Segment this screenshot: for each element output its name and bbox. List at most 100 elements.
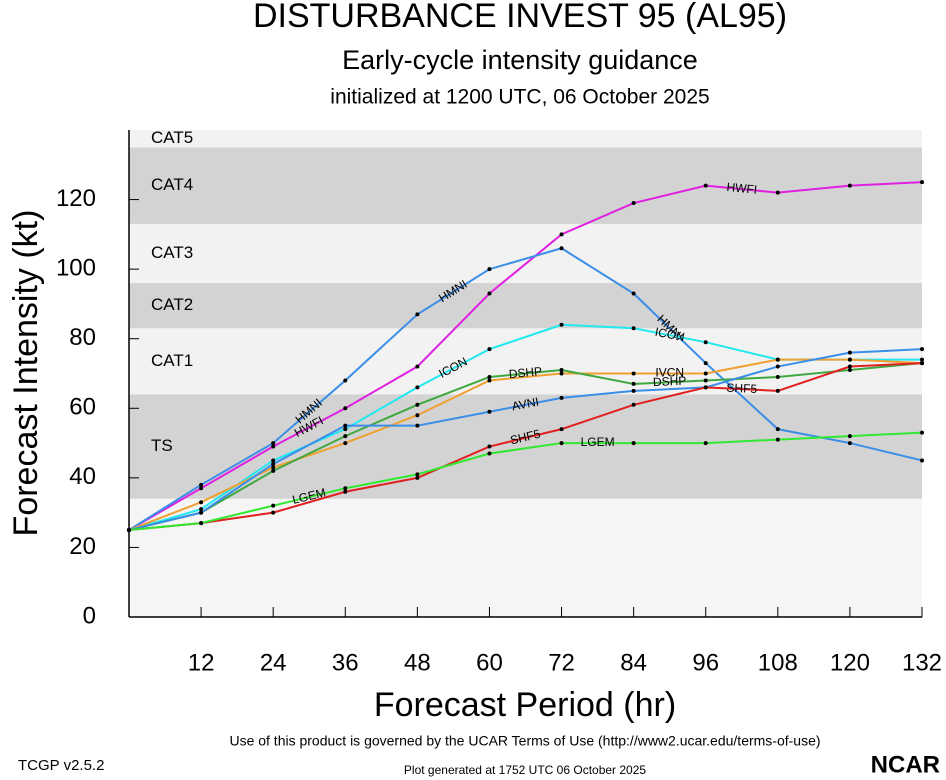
x-tick-label: 108 [758,649,798,676]
data-point [343,378,348,383]
chart-title: DISTURBANCE INVEST 95 (AL95) [253,0,787,35]
category-band [129,394,922,499]
category-band [129,130,922,148]
data-point [415,423,420,428]
terms-note: Use of this product is governed by the U… [229,733,820,749]
data-point [631,381,636,386]
data-point [847,364,852,369]
data-point [775,388,780,393]
data-point [127,528,131,533]
y-tick-label: 80 [69,324,96,351]
data-point [271,458,276,463]
x-tick-label: 84 [620,649,647,676]
band-label: CAT5 [151,128,193,147]
y-tick-label: 0 [83,602,96,629]
category-band [129,147,922,224]
data-point [199,521,204,526]
x-tick-label: 120 [830,649,870,676]
data-point [559,371,564,376]
y-axis-label: Forecast Intensity (kt) [7,210,45,537]
data-point [703,385,708,390]
data-point [703,183,708,188]
y-tick-label: 60 [69,394,96,421]
band-label: CAT2 [151,295,193,314]
data-point [415,413,420,418]
data-point [487,444,492,449]
version: TCGP v2.5.2 [18,757,104,774]
data-point [199,482,204,487]
band-label: CAT3 [151,243,193,262]
series-line [128,348,923,532]
data-point [271,468,276,473]
data-point [559,441,564,446]
category-band [129,328,922,395]
series-label: SHF5 [726,381,758,396]
data-point [487,291,492,296]
data-point [343,486,348,491]
data-point [847,357,852,362]
data-point [920,361,924,366]
data-point [415,402,420,407]
data-point [487,451,492,456]
x-tick-label: 60 [476,649,503,676]
data-point [703,378,708,383]
data-point [343,489,348,494]
category-band [129,283,922,329]
y-tick-label: 120 [56,185,96,212]
chart-subtitle: Early-cycle intensity guidance [342,45,698,75]
data-point [631,402,636,407]
x-axis-label: Forecast Period (hr) [374,686,676,724]
data-point [487,267,492,272]
data-point [847,183,852,188]
data-point [847,441,852,446]
data-point [631,201,636,206]
series-label: LGEM [581,435,615,449]
data-point [271,441,276,446]
series-label: AVNI [511,395,540,414]
data-point [920,458,924,463]
data-point [920,347,924,352]
x-tick-label: 48 [404,649,431,676]
data-point [199,510,204,515]
data-point [271,510,276,515]
y-tick-label: 100 [56,254,96,281]
data-point [343,441,348,446]
data-point [271,444,276,449]
data-point [559,427,564,432]
data-point [415,385,420,390]
x-tick-label: 132 [902,649,942,676]
data-point [703,441,708,446]
data-point [703,371,708,376]
data-point [271,465,276,470]
init-time: initialized at 1200 UTC, 06 October 2025 [330,86,709,109]
data-point [343,427,348,432]
data-point [775,427,780,432]
series-label: DSHP [653,374,687,390]
band-label: TS [151,436,173,455]
data-point [487,378,492,383]
category-band [129,223,922,284]
data-point [343,423,348,428]
series-line [128,362,923,532]
data-point [703,340,708,345]
series-label: ICON [654,325,686,344]
data-point [487,409,492,414]
data-point [775,437,780,442]
data-point [415,364,420,369]
data-point [487,347,492,352]
data-point [559,232,564,237]
data-point [559,368,564,373]
x-tick-label: 24 [260,649,287,676]
data-point [415,472,420,477]
x-tick-label: 12 [188,649,215,676]
data-point [847,434,852,439]
y-tick-label: 20 [69,533,96,560]
series-line [128,362,923,532]
data-point [343,434,348,439]
series-line [128,181,923,531]
data-point [559,395,564,400]
series-label: HWFI [726,180,758,197]
data-point [920,357,924,362]
data-point [631,441,636,446]
